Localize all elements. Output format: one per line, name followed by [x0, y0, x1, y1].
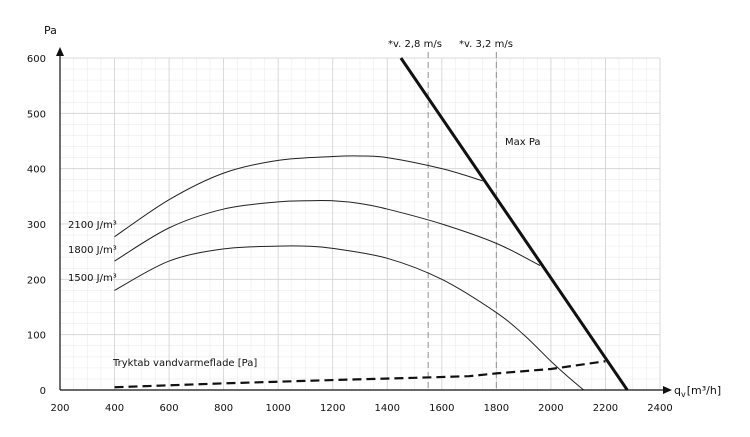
x-tick-label: 1200 [320, 403, 345, 414]
series-group [114, 57, 629, 391]
x-tick-label: 1000 [265, 403, 290, 414]
x-axis-arrow [663, 386, 672, 394]
ref-label-3-2: *v. 3,2 m/s [459, 39, 513, 50]
series-line-max-pa [399, 57, 629, 391]
ref-label-2-8: *v. 2,8 m/s [388, 39, 442, 50]
y-tick-label: 500 [27, 109, 46, 120]
x-axis-label-unit: [m³/h] [687, 384, 721, 397]
x-tick-label: 2000 [538, 403, 563, 414]
series-label-1800: 1800 J/m³ [68, 245, 117, 256]
series-line-tryktab-vandvarmeflade-pa [114, 360, 606, 389]
y-axis-label: Pa [44, 24, 57, 37]
x-axis-label-sub: v [681, 390, 686, 399]
x-tick-label: 1400 [375, 403, 400, 414]
x-tick-label: 1600 [429, 403, 454, 414]
x-tick-label: 600 [160, 403, 179, 414]
y-tick-label: 400 [27, 165, 46, 176]
y-tick-label: 100 [27, 331, 46, 342]
x-tick-label: 400 [105, 403, 124, 414]
x-tick-label: 2200 [593, 403, 618, 414]
x-tick-label: 800 [214, 403, 233, 414]
x-tick-label: 1800 [484, 403, 509, 414]
tick-labels: 200 400 600 800 1000 1200 1400 1600 1800 2000 2200… [27, 54, 673, 414]
x-axis-label-main: q [674, 384, 681, 397]
x-tick-label: 2400 [647, 403, 672, 414]
series-label-2100: 2100 J/m³ [68, 220, 117, 231]
series-line-1800-j-m [114, 200, 541, 266]
y-axis-arrow [56, 47, 64, 56]
reference-lines [427, 52, 497, 390]
series-label-maxpa: Max Pa [505, 137, 541, 148]
y-tick-label: 300 [27, 220, 46, 231]
series-label-1500: 1500 J/m³ [68, 273, 117, 284]
x-tick-label: 200 [50, 403, 69, 414]
y-tick-label: 600 [27, 54, 46, 65]
series-line-2100-j-m [114, 155, 483, 238]
x-axis-label: qv[m³/h] [674, 384, 721, 399]
series-label-tryktab: Tryktab vandvarmeflade [Pa] [112, 358, 257, 369]
series-line-1500-j-m [114, 245, 584, 391]
y-tick-label: 0 [40, 386, 46, 397]
y-tick-label: 200 [27, 275, 46, 286]
axes [56, 47, 672, 394]
